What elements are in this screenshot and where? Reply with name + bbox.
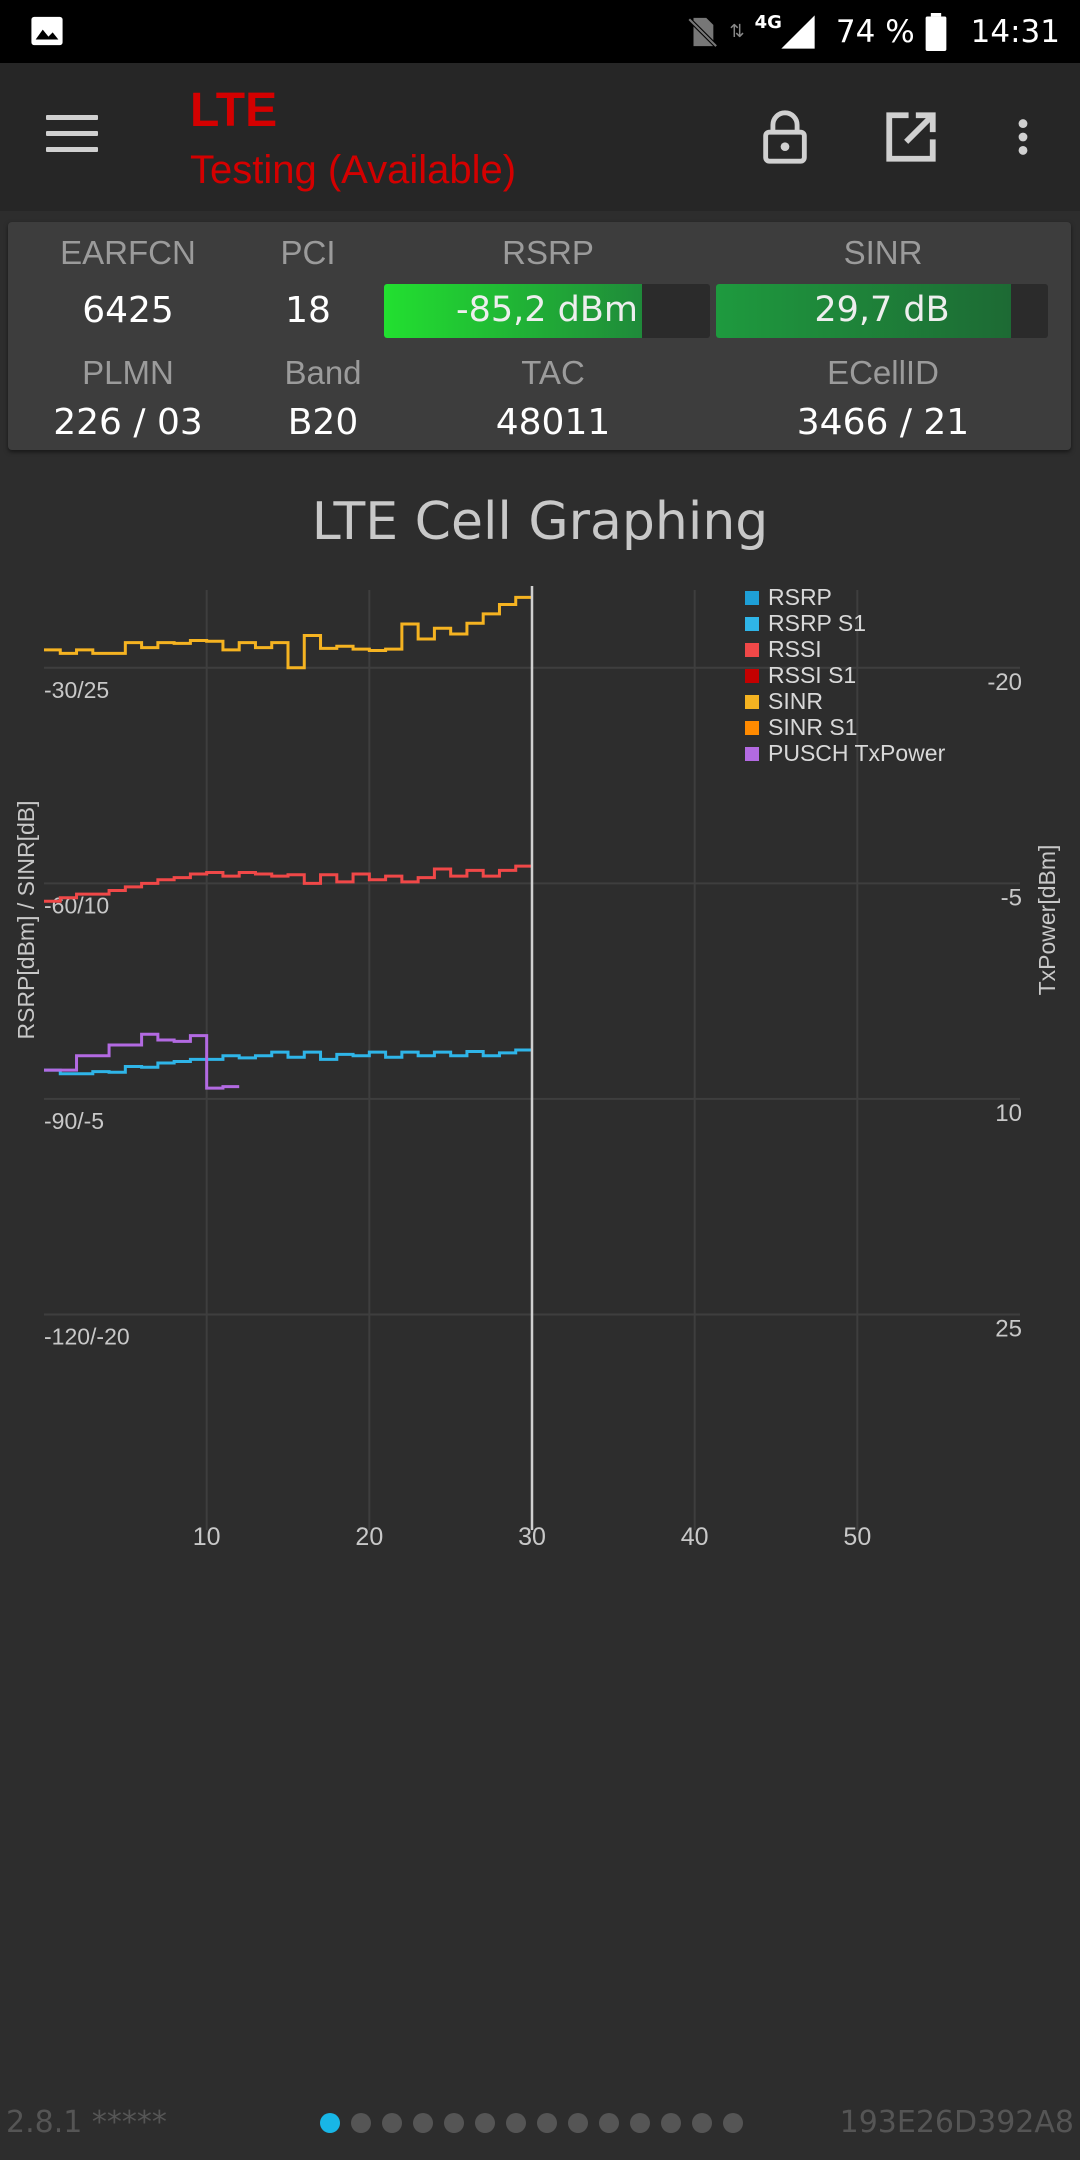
series-line-rsrp-s1 <box>44 1048 532 1076</box>
earfcn-label: EARFCN <box>60 234 196 271</box>
x-tick-label: 20 <box>355 1523 383 1551</box>
legend-label: RSSI S1 <box>768 662 856 688</box>
plmn-value: 226 / 03 <box>53 402 203 443</box>
series-line-rssi <box>44 864 532 903</box>
page-dot[interactable] <box>444 2113 464 2133</box>
page-dot[interactable] <box>475 2113 495 2133</box>
y-tick-label: -120/-20 <box>44 1323 130 1349</box>
page-dot[interactable] <box>599 2113 619 2133</box>
no-sim-icon <box>688 17 719 48</box>
clock: 14:31 <box>970 13 1060 50</box>
hamburger-menu-icon[interactable] <box>46 115 98 155</box>
sinr-meter-fill <box>716 284 1012 338</box>
rsrp-value: -85,2 dBm <box>455 290 638 330</box>
page-dot[interactable] <box>506 2113 526 2133</box>
rsrp-label: RSRP <box>502 234 594 271</box>
network-type: 4G <box>754 12 782 33</box>
legend-swatch <box>745 617 759 631</box>
sinr-label: SINR <box>843 234 923 271</box>
sinr-meter: 29,7 dB <box>716 284 1048 338</box>
legend-label: RSRP <box>768 584 832 610</box>
toolbar-title: LTE <box>190 84 278 137</box>
page-dot[interactable] <box>630 2113 650 2133</box>
y-tick-label: -90/-5 <box>44 1108 104 1134</box>
y-tick-label: -30/25 <box>44 677 109 703</box>
page-dot[interactable] <box>568 2113 588 2133</box>
more-options-icon[interactable] <box>1000 108 1046 166</box>
page-indicator[interactable] <box>320 2113 743 2133</box>
rsrp-meter: -85,2 dBm <box>384 284 710 338</box>
page-dot[interactable] <box>382 2113 402 2133</box>
cell-info-panel: EARFCN PCI RSRP SINR 6425 18 -85,2 dBm 2… <box>8 222 1071 450</box>
legend-label: RSRP S1 <box>768 610 866 636</box>
legend-swatch <box>745 643 759 657</box>
app-toolbar: LTE Testing (Available) <box>0 63 1080 211</box>
page-dot[interactable] <box>351 2113 371 2133</box>
lock-open-icon[interactable] <box>756 108 814 166</box>
status-bar: ⇅ 4G 74 % 14:31 <box>0 0 1080 63</box>
page-dot[interactable] <box>320 2113 340 2133</box>
legend-label: SINR <box>768 688 823 714</box>
battery-icon <box>925 12 947 51</box>
device-id: 193E26D392A8 <box>839 2105 1074 2140</box>
app-version: 2.8.1 ***** <box>6 2105 167 2140</box>
page-dot[interactable] <box>413 2113 433 2133</box>
y2-tick-label: 10 <box>995 1100 1022 1127</box>
series-line-pusch-txpower <box>44 1032 240 1090</box>
y-axis-title: RSRP[dBm] / SINR[dB] <box>13 800 39 1039</box>
tac-value: 48011 <box>495 402 611 443</box>
legend-swatch <box>745 591 759 605</box>
legend-swatch <box>745 695 759 709</box>
y2-axis-title: TxPower[dBm] <box>1034 845 1060 996</box>
open-external-icon[interactable] <box>882 108 940 166</box>
band-label: Band <box>284 354 362 391</box>
legend-swatch <box>745 747 759 761</box>
y2-tick-label: -20 <box>987 669 1022 696</box>
legend-swatch <box>745 721 759 735</box>
x-tick-label: 50 <box>843 1523 871 1551</box>
legend-label: PUSCH TxPower <box>768 740 946 766</box>
data-arrows-icon: ⇅ <box>729 21 745 42</box>
page-dot[interactable] <box>661 2113 681 2133</box>
ecellid-label: ECellID <box>827 354 939 391</box>
earfcn-value: 6425 <box>82 290 174 331</box>
lte-cell-chart[interactable]: 10 20 30 40 50-30/25-60/10-90/-5-120/-20-20-… <box>0 560 1080 1580</box>
band-value: B20 <box>287 402 359 443</box>
signal-icon <box>781 14 815 49</box>
page-dot[interactable] <box>723 2113 743 2133</box>
tac-label: TAC <box>521 354 585 391</box>
ecellid-value: 3466 / 21 <box>796 402 970 443</box>
y2-tick-label: 25 <box>995 1315 1022 1342</box>
pci-label: PCI <box>280 234 336 271</box>
page-dot[interactable] <box>692 2113 712 2133</box>
y2-tick-label: -5 <box>1001 884 1022 911</box>
page-dot[interactable] <box>537 2113 557 2133</box>
sinr-value: 29,7 dB <box>814 290 950 330</box>
chart-title: LTE Cell Graphing <box>311 492 769 552</box>
x-tick-label: 10 <box>193 1523 221 1551</box>
plmn-label: PLMN <box>82 354 174 391</box>
legend-label: SINR S1 <box>768 714 857 740</box>
x-tick-label: 40 <box>681 1523 709 1551</box>
legend-swatch <box>745 669 759 683</box>
legend-label: RSSI <box>768 636 822 662</box>
pci-value: 18 <box>285 290 331 331</box>
series-line-sinr <box>44 595 532 670</box>
rsrp-meter-fill <box>384 284 642 338</box>
toolbar-subtitle: Testing (Available) <box>190 148 517 192</box>
battery-percent: 74 % <box>835 13 915 50</box>
photo-notification-icon <box>31 16 63 46</box>
